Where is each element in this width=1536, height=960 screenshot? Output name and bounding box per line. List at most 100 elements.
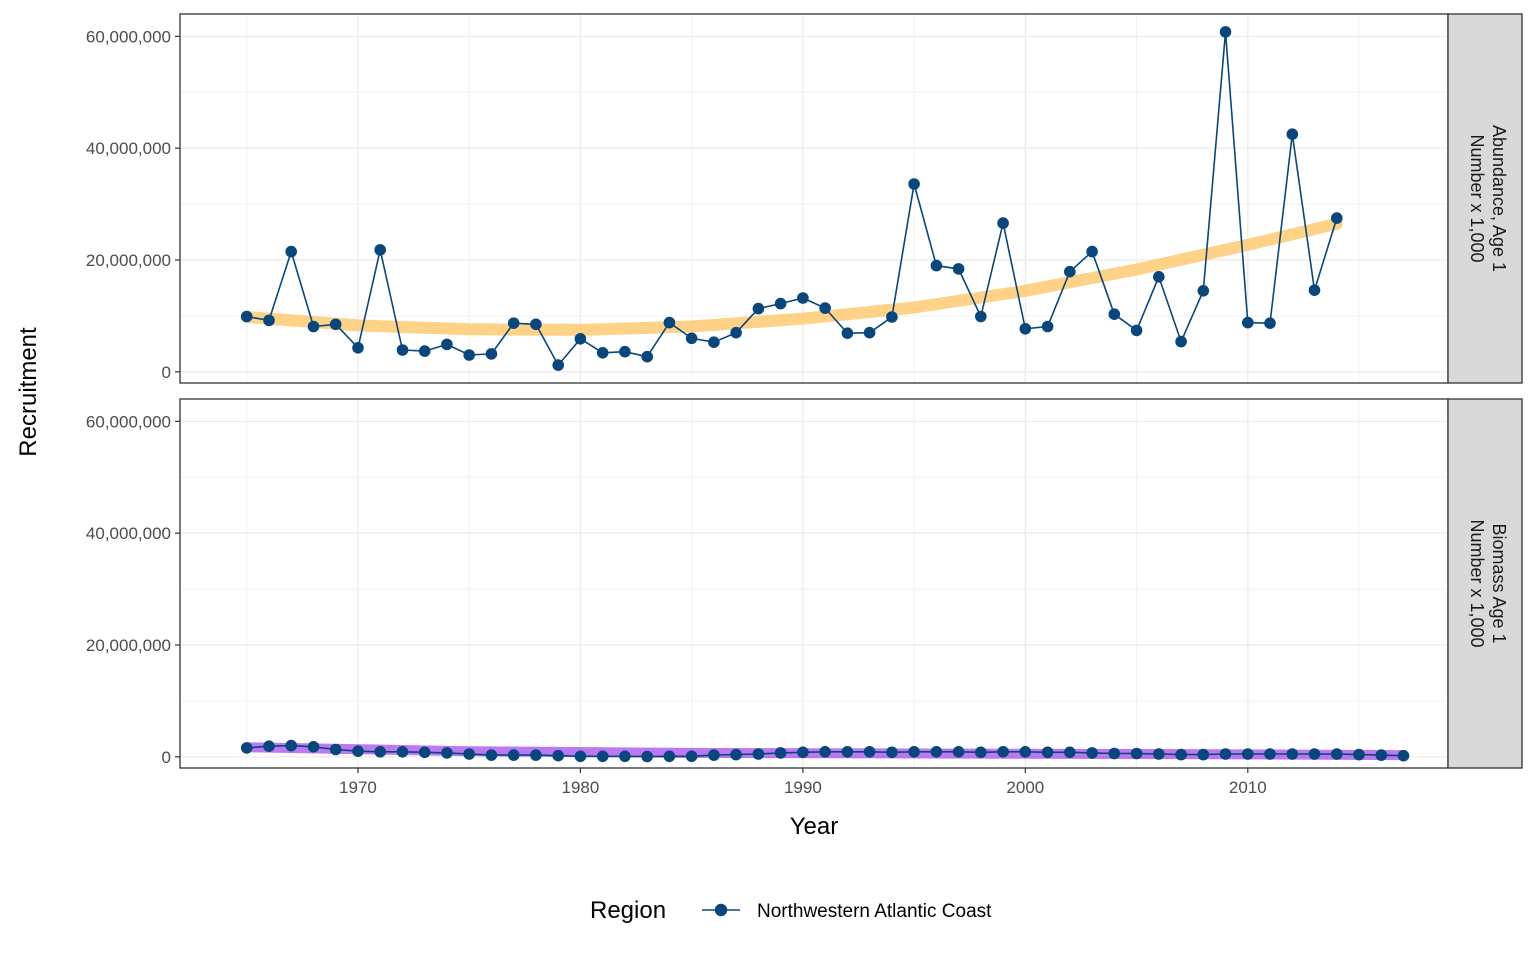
data-point (730, 326, 742, 339)
data-point (841, 746, 854, 758)
y-tick-label: 40,000,000 (86, 524, 171, 543)
data-point (1242, 316, 1254, 329)
data-point (1331, 212, 1343, 224)
data-point (886, 311, 898, 323)
data-point (819, 302, 831, 314)
y-tick-label: 40,000,000 (86, 139, 171, 158)
data-point (752, 302, 765, 315)
data-point (952, 263, 965, 275)
y-tick-label: 20,000,000 (86, 636, 171, 655)
data-point (1219, 748, 1232, 760)
data-point (663, 316, 676, 329)
y-tick-label: 0 (162, 363, 171, 382)
data-point (619, 345, 631, 358)
data-point (886, 746, 898, 759)
data-point (641, 750, 653, 763)
data-point (1086, 245, 1098, 258)
data-point (352, 342, 364, 354)
data-point (685, 332, 698, 345)
data-point (1175, 748, 1187, 761)
data-point (1197, 285, 1210, 297)
y-tick-label: 60,000,000 (86, 412, 171, 431)
data-point (708, 749, 720, 761)
x-tick-label: 1990 (784, 778, 822, 797)
data-point (285, 739, 298, 752)
data-point (1019, 746, 1032, 758)
data-point (1108, 747, 1121, 760)
x-tick-label: 2010 (1229, 778, 1267, 797)
data-point (418, 746, 431, 759)
data-point (1264, 317, 1276, 330)
data-point (685, 750, 698, 763)
data-point (997, 217, 1009, 229)
data-point (307, 320, 320, 333)
data-point (1242, 748, 1254, 760)
y-axis-title: Recruitment (15, 327, 42, 457)
data-point (1064, 746, 1076, 759)
data-point (307, 741, 320, 753)
data-point (663, 750, 676, 763)
data-point (1130, 324, 1143, 337)
legend-title: Region (590, 897, 666, 924)
panel-1: 0 20,000,000 40,000,000 60,000,000 Abundance… (86, 13, 1523, 384)
data-point (596, 347, 609, 359)
data-point (952, 746, 965, 758)
data-point (908, 746, 920, 758)
x-tick-label: 1970 (339, 778, 377, 797)
data-point (240, 742, 253, 754)
data-point (997, 746, 1009, 758)
data-point (396, 344, 409, 356)
data-point (396, 746, 409, 758)
data-point (1153, 748, 1165, 760)
data-point (930, 746, 943, 758)
data-point (1286, 748, 1299, 760)
data-point (1397, 749, 1410, 762)
data-point (1308, 284, 1321, 297)
data-point (507, 749, 520, 761)
data-point (552, 359, 564, 371)
facet-strip-line: Number x 1,000 (1467, 134, 1487, 262)
data-point (1086, 747, 1098, 759)
facet-strip-line: Number x 1,000 (1467, 519, 1487, 647)
data-point (574, 333, 587, 345)
data-point (374, 244, 387, 256)
data-point (285, 245, 298, 258)
data-point (619, 750, 631, 763)
data-point (1175, 335, 1187, 348)
chart-panels: 0 20,000,000 40,000,000 60,000,000 Abundance… (86, 13, 1523, 797)
data-point (463, 349, 476, 361)
data-point (1153, 271, 1165, 283)
data-point (752, 748, 765, 760)
data-point (329, 743, 342, 756)
data-point (1019, 323, 1032, 335)
data-point (863, 326, 876, 339)
panel-2: 0 20,000,000 40,000,000 60,000,000 Biomass A… (86, 398, 1523, 769)
x-axis-title: Year (790, 813, 839, 840)
data-point (463, 748, 476, 760)
data-point (708, 336, 720, 349)
data-point (797, 292, 809, 304)
facet-strip-line: Abundance, Age 1 (1489, 125, 1509, 272)
data-point (1264, 748, 1276, 760)
data-point (774, 747, 787, 759)
data-point (263, 314, 275, 327)
data-point (574, 750, 587, 763)
data-point (841, 327, 854, 340)
data-point (530, 318, 542, 331)
data-point (1108, 308, 1121, 321)
data-point (441, 747, 453, 759)
x-axis: 1970 1980 1990 2000 2010 (339, 768, 1267, 797)
data-point (1197, 748, 1210, 761)
data-point (485, 749, 498, 761)
data-point (774, 297, 787, 310)
data-point (975, 746, 987, 759)
data-point (641, 350, 653, 363)
legend-label: Northwestern Atlantic Coast (757, 901, 992, 922)
data-point (975, 310, 987, 323)
data-point (1064, 265, 1076, 278)
data-point (1041, 320, 1054, 333)
x-tick-label: 2000 (1006, 778, 1044, 797)
data-point (1286, 128, 1299, 140)
x-tick-label: 1980 (562, 778, 600, 797)
